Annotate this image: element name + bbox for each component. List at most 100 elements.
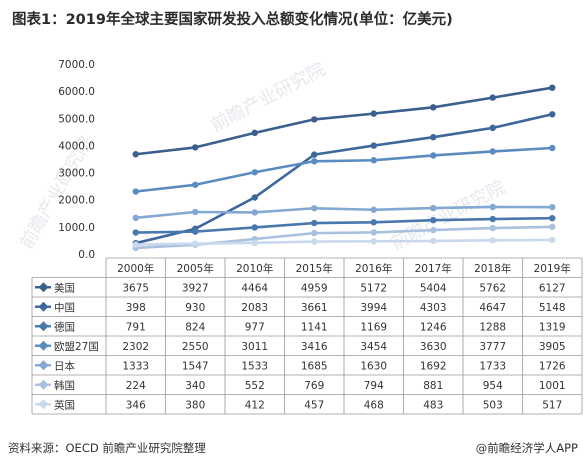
data-label: 6127 xyxy=(539,282,566,294)
data-label: 3011 xyxy=(241,341,268,353)
data-label: 1692 xyxy=(420,360,447,372)
series-lines xyxy=(132,84,556,252)
data-label: 1726 xyxy=(539,360,566,372)
series-line xyxy=(135,146,553,193)
data-label: 881 xyxy=(423,380,443,392)
watermark-text: 前瞻产业研究院 xyxy=(207,59,328,137)
data-label: 791 xyxy=(126,321,146,333)
source-note: 资料来源：OECD 前瞻产业研究院整理 xyxy=(8,441,206,455)
data-label: 3994 xyxy=(360,302,387,314)
data-label: 4647 xyxy=(479,302,506,314)
data-point xyxy=(430,104,437,111)
data-label: 224 xyxy=(126,380,146,392)
y-tick-label: 4000.0 xyxy=(58,140,95,152)
data-label: 4959 xyxy=(301,282,328,294)
x-tick-label: 2017年 xyxy=(415,262,452,275)
data-label: 4303 xyxy=(420,302,447,314)
legend-marker xyxy=(38,321,49,332)
data-label: 412 xyxy=(245,399,265,411)
data-point xyxy=(192,240,199,247)
series-line xyxy=(135,205,553,220)
brand-label: @前瞻经济学人APP xyxy=(475,441,578,455)
data-point xyxy=(430,134,437,141)
chart-title: 图表1：2019年全球主要国家研发投入总额变化情况(单位：亿美元) xyxy=(12,12,453,28)
data-point xyxy=(489,224,496,232)
data-label: 1169 xyxy=(360,321,387,333)
data-point xyxy=(489,148,496,155)
data-label: 5148 xyxy=(539,302,566,314)
data-label: 3416 xyxy=(301,341,328,353)
data-label: 3905 xyxy=(539,341,566,353)
data-label: 954 xyxy=(483,380,503,392)
data-point xyxy=(370,157,377,164)
data-point xyxy=(311,116,318,123)
data-label: 517 xyxy=(542,399,562,411)
data-point xyxy=(549,236,556,244)
data-label: 552 xyxy=(245,380,265,392)
legend-marker xyxy=(38,379,49,390)
data-label: 1141 xyxy=(301,321,328,333)
legend-marker xyxy=(38,282,49,293)
x-tick-label: 2000年 xyxy=(117,262,154,275)
data-point xyxy=(311,151,318,158)
data-point xyxy=(430,216,437,224)
data-label: 1001 xyxy=(539,380,566,392)
data-point xyxy=(430,204,437,212)
data-label: 1685 xyxy=(301,360,328,372)
data-label: 1630 xyxy=(360,360,387,372)
legend-entry: 韩国 xyxy=(54,379,75,392)
data-label: 3675 xyxy=(122,282,149,294)
y-tick-label: 2000.0 xyxy=(58,195,95,207)
data-point xyxy=(489,124,496,132)
data-point xyxy=(370,142,377,149)
data-label: 1319 xyxy=(539,321,566,333)
data-label: 3661 xyxy=(301,302,328,314)
data-label: 794 xyxy=(364,380,384,392)
data-point xyxy=(430,152,437,159)
legend-marker xyxy=(38,301,49,312)
legend-marker xyxy=(38,340,49,351)
legend-entry: 日本 xyxy=(54,359,75,372)
x-tick-label: 2010年 xyxy=(236,262,273,275)
data-label: 3777 xyxy=(479,341,506,353)
legend-entry: 德国 xyxy=(54,320,75,333)
data-point xyxy=(192,228,199,235)
x-tick-label: 2005年 xyxy=(177,262,214,275)
data-point xyxy=(489,215,496,223)
legend-entry: 欧盟27国 xyxy=(54,341,99,353)
data-point xyxy=(251,129,258,137)
data-label: 2302 xyxy=(122,341,149,353)
legend-marker xyxy=(38,399,49,410)
data-point xyxy=(370,229,377,236)
data-point xyxy=(549,223,556,231)
data-label: 340 xyxy=(185,380,205,392)
data-point xyxy=(132,214,139,222)
y-tick-label: 5000.0 xyxy=(58,113,95,125)
data-point xyxy=(549,84,556,91)
data-point xyxy=(549,144,556,152)
data-label: 769 xyxy=(304,380,324,392)
data-label: 3927 xyxy=(182,282,209,294)
y-tick-label: 0.0 xyxy=(78,249,95,261)
data-point xyxy=(489,237,496,244)
data-table: 2000年 2005年 2010年 2015年 2016年 2017年 2018年 2019年… xyxy=(31,257,583,415)
data-label: 503 xyxy=(483,399,503,411)
data-point xyxy=(132,188,139,195)
x-tick-label: 2015年 xyxy=(296,262,333,275)
data-label: 380 xyxy=(185,399,205,411)
y-axis: 0.0 1000.0 2000.0 3000.0 4000.0 5000.0 6000.0 7… xyxy=(58,59,95,261)
series-line xyxy=(135,113,553,245)
data-point xyxy=(489,94,496,101)
data-point xyxy=(549,111,556,118)
data-point xyxy=(489,203,496,211)
data-point xyxy=(311,205,318,212)
data-point xyxy=(251,169,258,176)
data-label: 4464 xyxy=(241,282,268,294)
data-label: 2550 xyxy=(182,341,209,353)
data-label: 5762 xyxy=(479,282,506,294)
data-label: 468 xyxy=(364,399,384,411)
data-point xyxy=(192,144,199,151)
data-label: 3454 xyxy=(360,341,387,353)
y-tick-label: 7000.0 xyxy=(58,59,95,71)
